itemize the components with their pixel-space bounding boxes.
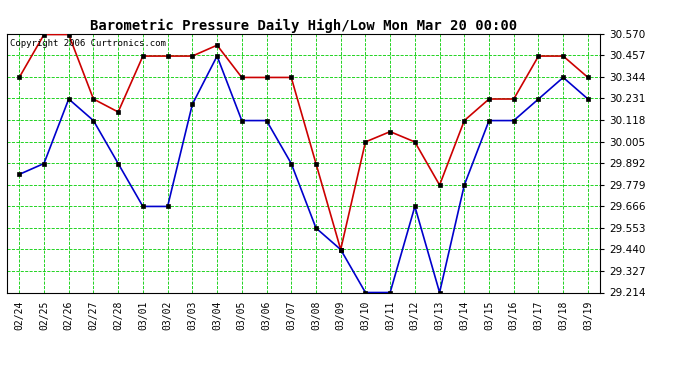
Text: Copyright 2006 Curtronics.com: Copyright 2006 Curtronics.com [10,39,166,48]
Title: Barometric Pressure Daily High/Low Mon Mar 20 00:00: Barometric Pressure Daily High/Low Mon M… [90,18,518,33]
